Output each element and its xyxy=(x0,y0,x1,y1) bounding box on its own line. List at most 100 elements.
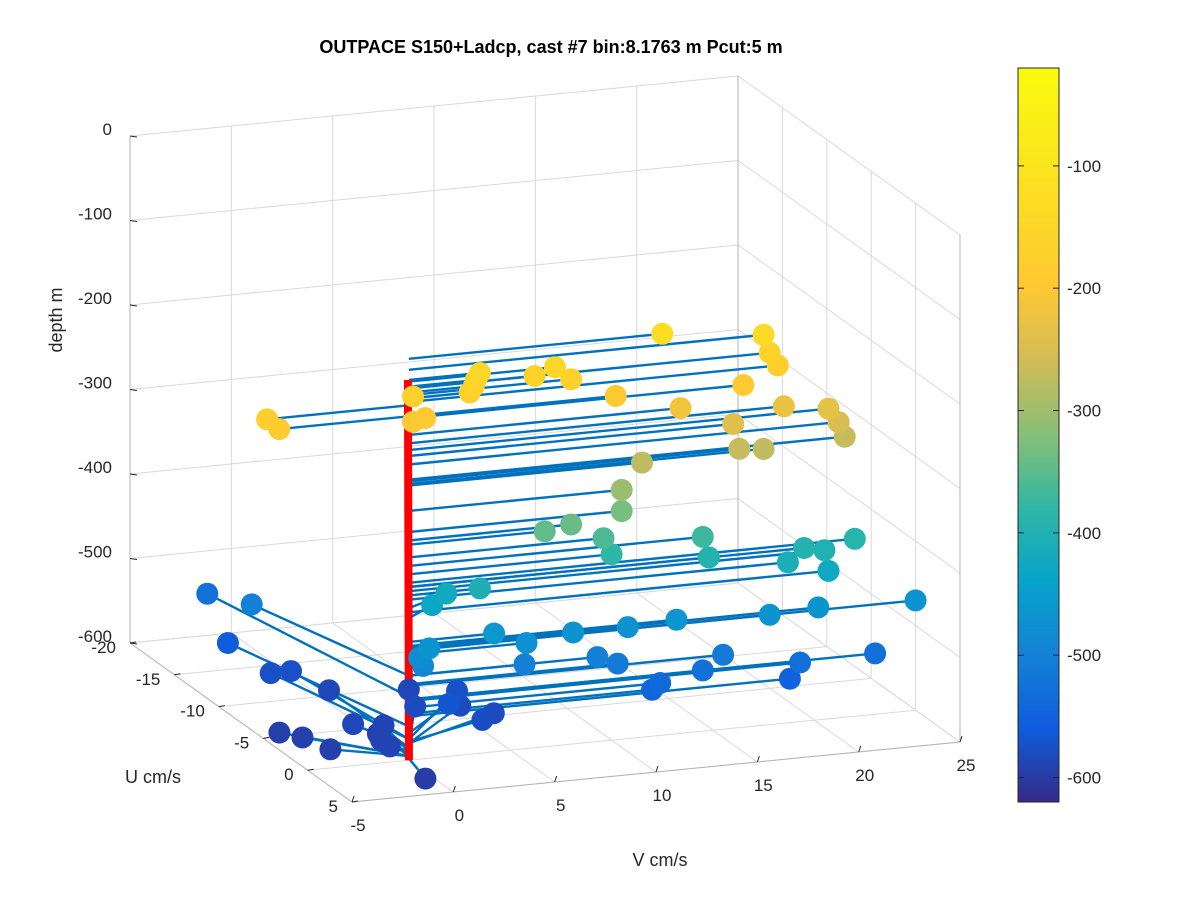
data-point xyxy=(773,395,795,417)
data-point xyxy=(544,356,566,378)
data-point xyxy=(342,713,364,735)
y-tick-label: -5 xyxy=(234,733,249,752)
y-tick-label: -10 xyxy=(180,702,205,721)
data-point xyxy=(435,583,457,605)
velocity-stick xyxy=(409,449,739,482)
data-point xyxy=(256,408,278,430)
colorbar-tick-label: -400 xyxy=(1067,524,1101,543)
data-point xyxy=(562,622,584,644)
data-point xyxy=(593,527,615,549)
data-point xyxy=(712,644,734,666)
colorbar-tick-label: -500 xyxy=(1067,646,1101,665)
data-point xyxy=(483,623,505,645)
x-tick-label: 0 xyxy=(455,806,464,825)
z-tick-label: -300 xyxy=(78,374,112,393)
data-point xyxy=(607,653,629,675)
data-point xyxy=(670,397,692,419)
data-point xyxy=(560,514,582,536)
x-tick-label: -5 xyxy=(350,816,365,835)
data-point xyxy=(318,679,340,701)
data-point xyxy=(414,407,436,429)
data-point xyxy=(732,374,754,396)
z-tick-label: -500 xyxy=(78,543,112,562)
data-point xyxy=(728,438,750,460)
velocity-stick xyxy=(409,463,642,486)
data-point xyxy=(379,735,401,757)
velocity-stick xyxy=(409,657,598,676)
data-point xyxy=(319,738,341,760)
data-point xyxy=(818,560,840,582)
data-point xyxy=(469,362,491,384)
data-point xyxy=(666,609,688,631)
x-tick-mark xyxy=(555,776,557,782)
data-point xyxy=(611,500,633,522)
velocity-stick xyxy=(409,335,764,370)
velocity-stick xyxy=(409,449,764,484)
grid-line xyxy=(738,76,960,235)
colorbar: -100-200-300-400-500-600 xyxy=(1018,68,1101,802)
data-point xyxy=(418,637,440,659)
x-tick-label: 15 xyxy=(754,776,773,795)
data-point xyxy=(280,660,302,682)
data-point xyxy=(617,616,639,638)
data-point xyxy=(813,539,835,561)
grid-line xyxy=(738,499,960,658)
data-point xyxy=(414,768,436,790)
x-tick-label: 10 xyxy=(653,786,672,805)
x-tick-label: 5 xyxy=(556,796,565,815)
z-tick-label: -100 xyxy=(78,205,112,224)
x-tick-mark xyxy=(656,766,658,772)
velocity-stick xyxy=(409,424,733,456)
colorbar-tick-label: -600 xyxy=(1067,769,1101,788)
data-point xyxy=(807,596,829,618)
z-tick-mark xyxy=(130,221,137,222)
z-tick-label: -200 xyxy=(78,289,112,308)
data-point xyxy=(789,652,811,674)
data-point xyxy=(534,520,556,542)
data-point xyxy=(692,659,714,681)
velocity-stick xyxy=(228,643,409,726)
x-tick-label: 25 xyxy=(957,756,976,775)
y-tick-label: -15 xyxy=(136,670,161,689)
data-point xyxy=(217,632,239,654)
data-point xyxy=(404,696,426,718)
data-point xyxy=(753,324,775,346)
data-point xyxy=(516,632,538,654)
x-tick-mark xyxy=(757,756,759,762)
z-tick-mark xyxy=(130,390,137,391)
data-point xyxy=(722,413,744,435)
data-point xyxy=(759,604,781,626)
data-point xyxy=(753,438,775,460)
velocity-stick xyxy=(279,416,409,429)
data-point xyxy=(864,642,886,664)
data-point xyxy=(514,653,536,675)
data-point xyxy=(292,727,314,749)
z-tick-mark xyxy=(130,305,137,306)
data-point xyxy=(818,398,840,420)
z-tick-label: -600 xyxy=(78,627,112,646)
data-point xyxy=(844,528,866,550)
data-point xyxy=(469,577,491,599)
data-point xyxy=(260,662,282,684)
data-point xyxy=(651,323,673,345)
y-tick-label: 5 xyxy=(329,797,338,816)
data-point xyxy=(905,589,927,611)
data-point xyxy=(438,693,460,715)
grid-line xyxy=(738,161,960,320)
data-point xyxy=(793,537,815,559)
velocity-stick xyxy=(409,607,818,647)
data-point xyxy=(241,593,263,615)
x-tick-label: 20 xyxy=(855,766,874,785)
data-point xyxy=(649,672,671,694)
x-tick-mark xyxy=(453,786,455,792)
data-point xyxy=(268,722,290,744)
grid-line xyxy=(738,245,960,404)
y-axis-label: U cm/s xyxy=(125,767,181,787)
data-point xyxy=(471,709,493,731)
data-point xyxy=(692,526,714,548)
colorbar-tick-label: -300 xyxy=(1067,402,1101,421)
x-tick-mark xyxy=(859,746,861,752)
x-tick-mark xyxy=(352,796,354,802)
z-axis-label: depth m xyxy=(46,287,66,352)
